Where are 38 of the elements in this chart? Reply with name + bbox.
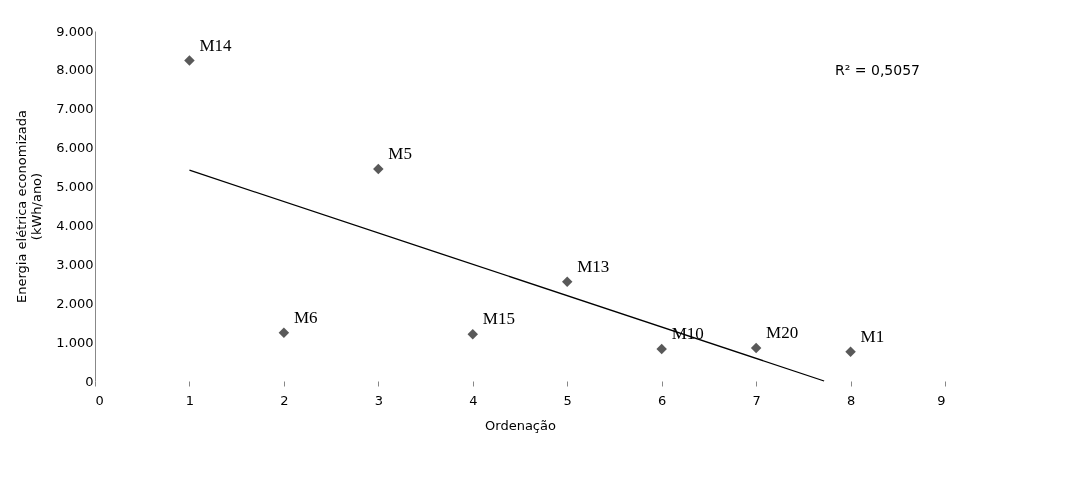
y-tick-label: 3.000 <box>56 256 94 272</box>
y-axis-title: Energia elétrica economizada (kWh/ano) <box>14 109 45 304</box>
annotation: M15 <box>482 309 515 329</box>
x-tick-label: 3 <box>374 392 383 408</box>
x-tick-label: 2 <box>280 392 289 408</box>
x-tick-label: 1 <box>185 392 195 408</box>
x-tick-label: 6 <box>658 392 667 408</box>
y-tick-label: 8.000 <box>56 62 94 78</box>
annotation: M5 <box>388 144 412 164</box>
point <box>561 276 573 288</box>
point <box>184 55 195 66</box>
annotation: M14 <box>199 35 233 55</box>
y-tick-label: 7.000 <box>56 101 94 117</box>
y-tick-label: 6.000 <box>56 140 94 156</box>
annotation: M6 <box>293 307 318 327</box>
point <box>467 329 479 340</box>
y-tick-label: 9.000 <box>56 23 94 39</box>
x-tick-label: 9 <box>937 392 946 408</box>
x-tick-label: 8 <box>846 392 856 408</box>
y-tick-label: 1.000 <box>56 334 94 350</box>
y-tick-label: 0 <box>85 373 94 389</box>
x-tick-label: 5 <box>563 392 572 408</box>
point <box>373 163 384 175</box>
annotation: M20 <box>766 322 799 342</box>
annotation: R² = 0,5057 <box>835 62 920 78</box>
point <box>845 346 856 358</box>
y-tick-label: 2.000 <box>56 295 94 311</box>
point <box>656 343 667 355</box>
y-tick-label: 4.000 <box>56 217 94 233</box>
annotation: M13 <box>577 256 610 276</box>
point <box>750 342 762 354</box>
point <box>278 327 290 339</box>
x-tick-label: 7 <box>752 392 761 408</box>
x-tick-label: 0 <box>95 392 104 408</box>
x-tick-label: 4 <box>469 392 478 408</box>
annotation: M1 <box>860 326 885 346</box>
y-tick-label: 5.000 <box>56 179 94 195</box>
x-axis-title: Ordenação <box>485 417 556 433</box>
